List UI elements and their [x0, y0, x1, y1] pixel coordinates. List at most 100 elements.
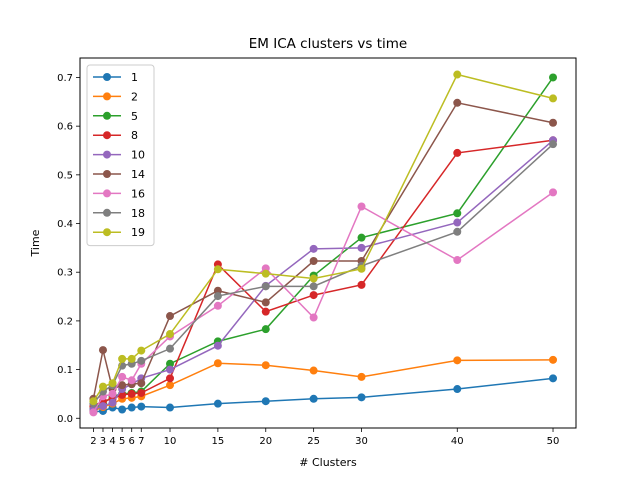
series-16: [89, 188, 558, 417]
data-point: [357, 372, 366, 381]
data-point: [261, 397, 270, 406]
legend-item: 14: [93, 168, 145, 181]
series-line: [92, 101, 554, 399]
series-line: [93, 139, 554, 411]
data-point: [309, 282, 318, 291]
data-point: [118, 381, 127, 390]
legend-marker: [103, 170, 111, 178]
data-point: [309, 244, 318, 253]
data-point: [357, 233, 366, 242]
data-point: [166, 365, 175, 374]
legend-item: 10: [93, 149, 145, 162]
x-tick-label: 7: [138, 436, 144, 447]
y-tick-label: 0.4: [57, 219, 73, 230]
x-tick-label: 2: [90, 436, 96, 447]
legend-item: 8: [93, 129, 138, 142]
series-line: [93, 377, 554, 413]
y-tick-label: 0.1: [57, 365, 73, 376]
legend-marker: [103, 73, 111, 81]
data-point: [453, 256, 462, 265]
legend-label: 10: [131, 149, 145, 162]
y-tick-label: 0.7: [57, 73, 73, 84]
data-point: [453, 218, 462, 227]
data-point: [98, 402, 107, 411]
data-point: [118, 354, 127, 363]
data-point: [549, 94, 558, 103]
series-19: [89, 70, 558, 406]
legend-marker: [103, 228, 111, 237]
data-point: [166, 359, 175, 368]
data-point: [213, 359, 222, 368]
legend: 1 2 5 8 10 14 16 18 19: [86, 64, 155, 247]
x-tick-label: 20: [259, 436, 272, 447]
y-tick-label: 0.2: [57, 316, 73, 327]
series-8: [89, 136, 558, 411]
legend-item: 5: [93, 110, 138, 123]
data-point: [261, 282, 270, 291]
series-layer: [89, 70, 558, 417]
plot-frame: [79, 57, 577, 429]
legend-label: 18: [131, 207, 145, 220]
data-point: [453, 209, 462, 218]
x-tick-label: 4: [109, 436, 115, 447]
data-point: [309, 394, 318, 403]
data-point: [89, 397, 98, 406]
data-point: [137, 402, 146, 411]
y-axis: 0.0 0.1 0.2 0.3 0.4 0.5 0.6 0.7: [57, 73, 80, 425]
data-point: [453, 227, 462, 236]
series-5: [89, 73, 558, 413]
legend-item: 16: [93, 187, 145, 200]
y-axis-label: Time: [29, 229, 42, 257]
data-point: [137, 379, 146, 388]
data-point: [137, 388, 146, 397]
data-point: [261, 307, 270, 316]
x-tick-label: 15: [212, 436, 225, 447]
x-axis-label: # Clusters: [299, 456, 357, 469]
data-point: [166, 344, 175, 353]
legend-item: 2: [93, 90, 138, 103]
legend-item: 19: [93, 226, 145, 239]
y-tick-label: 0.0: [57, 414, 73, 425]
series-line: [92, 191, 554, 413]
data-point: [108, 398, 117, 407]
data-point: [166, 403, 175, 412]
x-tick-label: 6: [129, 436, 135, 447]
data-point: [118, 405, 127, 414]
data-point: [309, 274, 318, 283]
x-tick-label: 3: [100, 436, 106, 447]
data-point: [127, 354, 136, 363]
legend-label: 1: [131, 71, 138, 84]
data-point: [98, 346, 107, 355]
x-tick-label: 10: [164, 436, 177, 447]
data-point: [118, 372, 127, 381]
data-point: [357, 202, 366, 211]
legend-item: 18: [93, 207, 145, 220]
data-point: [549, 140, 558, 149]
data-point: [166, 312, 175, 321]
chart-title: EM ICA clusters vs time: [249, 36, 407, 52]
data-point: [453, 148, 462, 157]
data-point: [108, 389, 117, 398]
data-point: [549, 73, 558, 82]
data-point: [309, 313, 318, 322]
data-point: [357, 280, 366, 289]
data-point: [549, 355, 558, 364]
series-line: [93, 77, 554, 410]
data-point: [357, 264, 366, 273]
data-point: [127, 389, 136, 398]
legend-label: 5: [131, 110, 138, 123]
y-tick-label: 0.6: [57, 122, 73, 133]
series-line: [92, 143, 554, 405]
data-point: [261, 269, 270, 278]
data-point: [453, 70, 462, 79]
data-point: [549, 374, 558, 383]
series-1: [89, 374, 558, 416]
series-18: [89, 140, 558, 408]
data-point: [213, 265, 222, 274]
data-point: [213, 292, 222, 301]
data-point: [213, 341, 222, 350]
data-point: [127, 403, 136, 412]
legend-marker: [103, 189, 111, 198]
x-tick-label: 5: [119, 436, 125, 447]
